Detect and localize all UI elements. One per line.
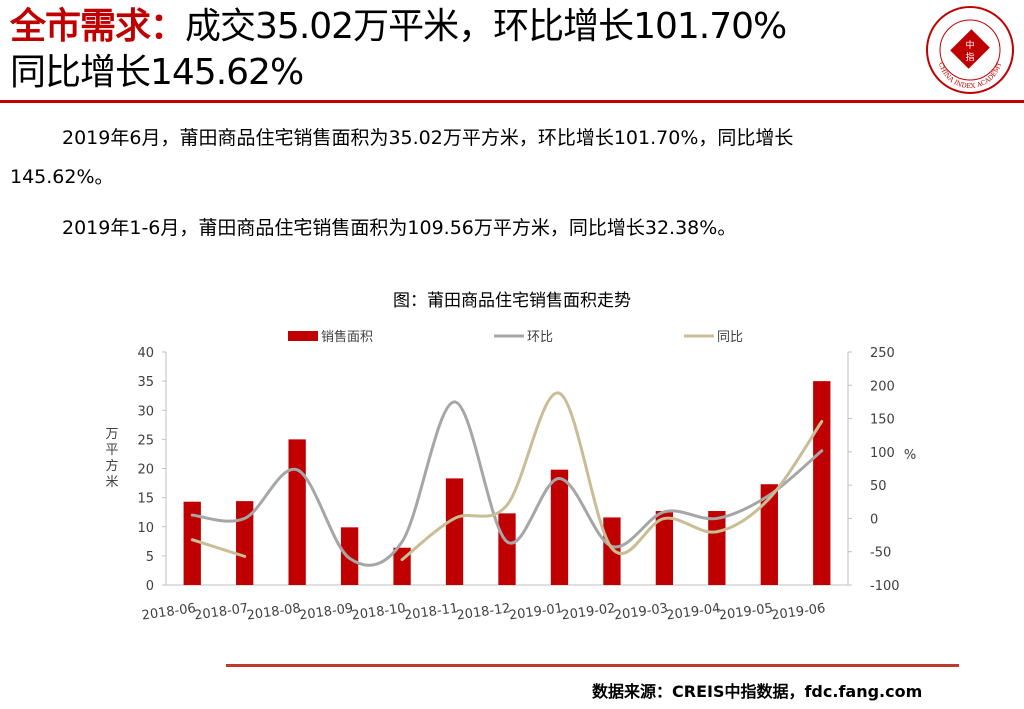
logo-text-bottom: 指 — [965, 51, 974, 63]
right-axis-tick-label: -50 — [870, 546, 891, 561]
bar-sales-area — [340, 527, 359, 585]
x-axis-tick-label: 2019-01 — [508, 601, 564, 623]
chart-title: 图：莆田商品住宅销售面积走势 — [393, 291, 631, 311]
legend-label: 同比 — [717, 330, 743, 345]
legend-swatch-sales-area — [288, 331, 318, 341]
right-axis-tick-label: 50 — [870, 479, 887, 494]
header-divider — [0, 100, 1024, 103]
left-axis-title: 方 — [105, 458, 118, 474]
bar-sales-area — [708, 511, 726, 585]
line-yoy — [190, 538, 247, 558]
x-axis-tick-label: 2019-04 — [666, 601, 722, 623]
legend-label: 销售面积 — [321, 329, 373, 345]
left-axis-tick-label: 10 — [137, 521, 154, 536]
title-line-2: 同比增长145.62% — [10, 52, 304, 93]
left-axis-title: 米 — [105, 475, 118, 490]
x-axis-tick-label: 2019-06 — [770, 601, 826, 623]
line-yoy — [400, 391, 824, 562]
footer-divider — [226, 664, 959, 667]
bar-sales-area — [288, 439, 306, 585]
x-axis-tick-label: 2018-08 — [246, 601, 302, 623]
right-axis-tick-label: 200 — [870, 379, 895, 394]
data-source: 数据来源：CREIS中指数据，fdc.fang.com — [592, 682, 923, 701]
bar-sales-area — [550, 469, 569, 585]
bar-sales-area — [603, 517, 621, 585]
line-mom — [190, 400, 824, 567]
x-axis-tick-label: 2018-11 — [403, 601, 459, 623]
logo-text-top: 中 — [965, 39, 974, 51]
right-axis-tick-label: 150 — [870, 413, 895, 428]
right-axis-tick-label: 0 — [870, 512, 878, 527]
left-axis-tick-label: 0 — [146, 579, 154, 594]
x-axis-tick-label: 2018-06 — [141, 601, 197, 623]
left-axis-tick-label: 25 — [137, 433, 154, 448]
left-axis-title: 平 — [105, 443, 118, 458]
left-axis-tick-label: 30 — [137, 404, 154, 419]
right-axis-tick-label: 250 — [870, 346, 895, 361]
bar-sales-area — [498, 513, 516, 585]
right-axis-title: % — [904, 448, 916, 463]
legend-label: 环比 — [527, 330, 553, 345]
paragraph-2: 2019年1-6月，莆田商品住宅销售面积为109.56万平方米，同比增长32.3… — [62, 217, 737, 239]
bar-sales-area — [813, 381, 831, 585]
page-title: 全市需求：成交35.02万平米，环比增长101.70% 同比增长145.62% — [10, 4, 910, 96]
paragraph-1-line-1: 2019年6月，莆田商品住宅销售面积为35.02万平方米，环比增长101.70%… — [62, 127, 794, 149]
bar-sales-area — [445, 478, 464, 585]
right-axis-tick-label: 100 — [870, 446, 895, 461]
paragraph-1-line-2: 145.62%。 — [10, 166, 114, 188]
left-axis-tick-label: 15 — [137, 492, 154, 507]
bar-sales-area — [183, 501, 201, 585]
left-axis-tick-label: 35 — [137, 375, 154, 390]
left-axis-title: 万 — [105, 427, 118, 442]
left-axis-tick-label: 5 — [146, 550, 154, 565]
x-axis-tick-label: 2019-02 — [561, 601, 617, 623]
x-axis-tick-label: 2018-12 — [456, 601, 512, 623]
left-axis-tick-label: 20 — [137, 463, 154, 478]
title-line-1: 全市需求：成交35.02万平米，环比增长101.70% — [10, 4, 910, 50]
bar-sales-area — [760, 484, 778, 585]
x-axis-tick-label: 2018-07 — [193, 601, 249, 623]
x-axis-tick-label: 2018-10 — [351, 601, 407, 623]
left-axis-tick-label: 40 — [137, 346, 154, 361]
bar-sales-area — [655, 511, 674, 585]
x-axis-tick-label: 2019-05 — [718, 601, 774, 623]
title-highlight: 全市需求： — [10, 6, 186, 47]
right-axis-tick-label: -100 — [870, 579, 900, 594]
bar-sales-area — [236, 501, 254, 585]
title-line-1-text: 成交35.02万平米，环比增长101.70% — [185, 6, 787, 47]
china-index-academy-logo: 中 指 CHINA INDEX ACADEMY — [926, 6, 1014, 94]
x-axis-tick-label: 2018-09 — [298, 601, 354, 623]
x-axis-tick-label: 2019-03 — [613, 601, 669, 623]
sales-area-chart: 0 5 10 15 20 25 30 35 40 -100 -50 0 50 100 150 200 250 万平… — [105, 329, 916, 624]
